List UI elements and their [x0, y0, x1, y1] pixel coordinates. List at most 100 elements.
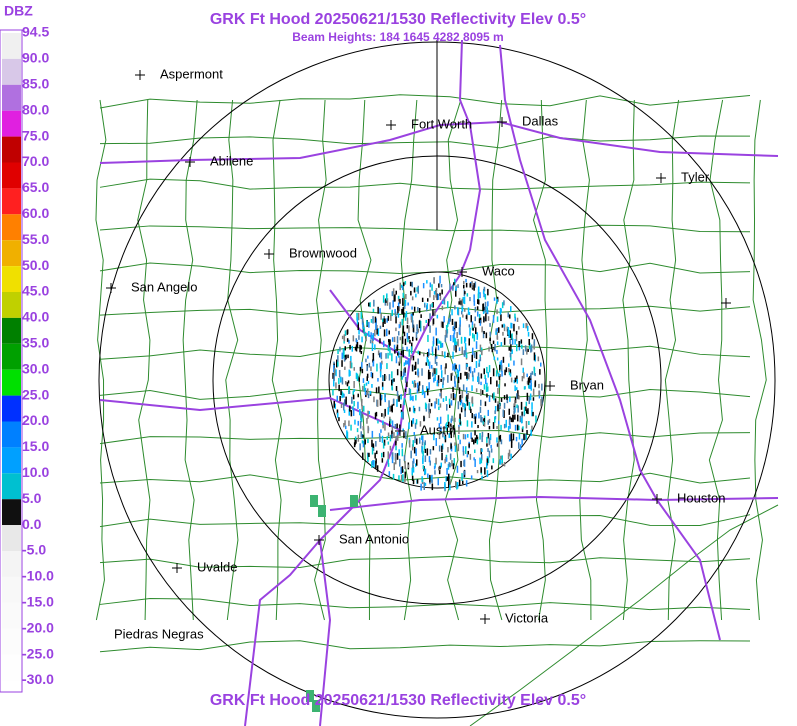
echo [441, 351, 444, 356]
echo [481, 454, 483, 461]
echo [356, 342, 359, 349]
echo [441, 443, 444, 450]
echo [422, 435, 424, 443]
echo [418, 385, 420, 392]
echo [422, 465, 425, 470]
echo [440, 284, 443, 288]
echo [466, 293, 469, 297]
echo [481, 390, 484, 395]
echo [465, 282, 468, 288]
echo [357, 434, 360, 442]
county-line [357, 99, 372, 621]
echo [408, 439, 411, 448]
echo [447, 301, 449, 309]
echo [412, 460, 414, 469]
echo [344, 346, 346, 351]
echo [396, 453, 399, 460]
echo [357, 393, 359, 398]
echo [486, 382, 488, 386]
scale-band [2, 188, 21, 215]
echo [510, 433, 512, 442]
echo [440, 391, 442, 399]
echo [436, 362, 438, 366]
echo [490, 448, 493, 453]
echo [504, 369, 506, 376]
scale-band [2, 110, 21, 137]
echo [477, 311, 479, 317]
echo [465, 278, 467, 283]
echo [422, 283, 425, 289]
echo [501, 324, 504, 328]
echo [427, 359, 430, 366]
echo [391, 452, 394, 460]
echo [394, 424, 397, 429]
echo [496, 380, 498, 387]
echo [503, 337, 506, 345]
echo [450, 443, 452, 449]
echo [373, 299, 375, 307]
echo [453, 458, 455, 466]
echo [529, 385, 531, 390]
echo [462, 433, 465, 440]
echo [474, 306, 477, 313]
echo [475, 413, 477, 419]
city-labels: Aspermont Fort Worth Dallas Abilene Tyler Bro… [106, 66, 731, 641]
echo [458, 418, 461, 423]
echo [431, 483, 434, 491]
echo [478, 318, 481, 324]
echo [334, 368, 336, 376]
echo [526, 392, 529, 401]
echo [439, 292, 441, 296]
echo [391, 404, 393, 413]
echo [514, 316, 516, 322]
echo [476, 434, 478, 442]
echo [410, 354, 412, 361]
echo [423, 352, 425, 357]
echo [374, 344, 376, 350]
echo [398, 361, 401, 366]
county-line [225, 99, 239, 621]
echo [453, 282, 455, 286]
city-marker [172, 563, 182, 573]
echo [386, 436, 388, 440]
echo [442, 383, 444, 388]
scale-label: -25.0 [22, 645, 54, 661]
echo [404, 367, 406, 373]
echo [396, 399, 398, 407]
echo [508, 419, 511, 425]
echo [446, 422, 448, 430]
echo [346, 382, 349, 387]
echo [402, 325, 405, 334]
echo [456, 482, 458, 490]
echo [388, 471, 391, 476]
echo [400, 474, 403, 480]
echo [380, 352, 383, 360]
county-line [99, 224, 751, 233]
echo [446, 330, 448, 338]
echo [352, 335, 355, 342]
highway [329, 289, 411, 361]
echo [470, 315, 472, 323]
echo [505, 367, 508, 373]
echo [472, 347, 474, 356]
echo [336, 409, 339, 415]
echo [518, 341, 520, 347]
title: GRK Ft Hood 20250621/1530 Reflectivity E… [210, 11, 586, 28]
echo [471, 354, 473, 362]
echo [496, 327, 499, 332]
echo [415, 337, 418, 341]
echo [526, 409, 528, 414]
echo [487, 372, 489, 378]
echo [350, 355, 352, 364]
echo [411, 306, 413, 310]
echo [401, 443, 403, 448]
echo [496, 316, 499, 322]
echo [516, 375, 518, 382]
echo [518, 395, 520, 400]
echo [333, 379, 335, 387]
echo [483, 286, 486, 292]
highway [329, 495, 779, 511]
echo [401, 308, 403, 314]
echo [484, 306, 486, 313]
echo [487, 409, 489, 416]
